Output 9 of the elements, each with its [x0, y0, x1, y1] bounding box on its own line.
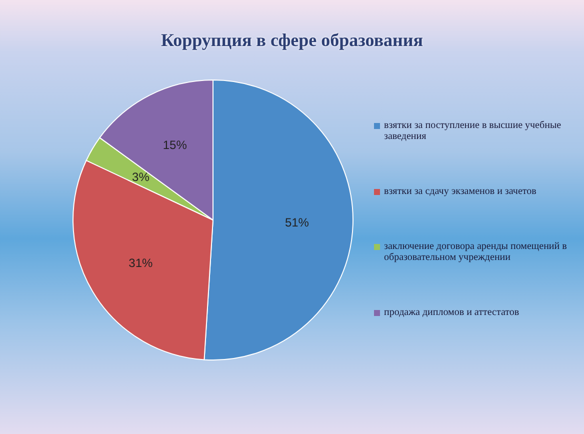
- data-label: 15%: [162, 138, 188, 152]
- slice-label: взятки за поступление в высшие учебные заведения: [384, 120, 562, 142]
- data-label: 31%: [128, 256, 154, 270]
- legend-label: продажа дипломов и аттестатов: [384, 307, 520, 318]
- legend-label: заключение договора аренды помещений в образовательном учреждении: [384, 241, 568, 263]
- data-label: 3%: [132, 170, 150, 184]
- chart-title: Коррупция в сфере образования: [160, 30, 424, 51]
- data-label: 51%: [284, 216, 310, 230]
- legend-label: взятки за сдачу экзаменов и зачетов: [384, 186, 536, 197]
